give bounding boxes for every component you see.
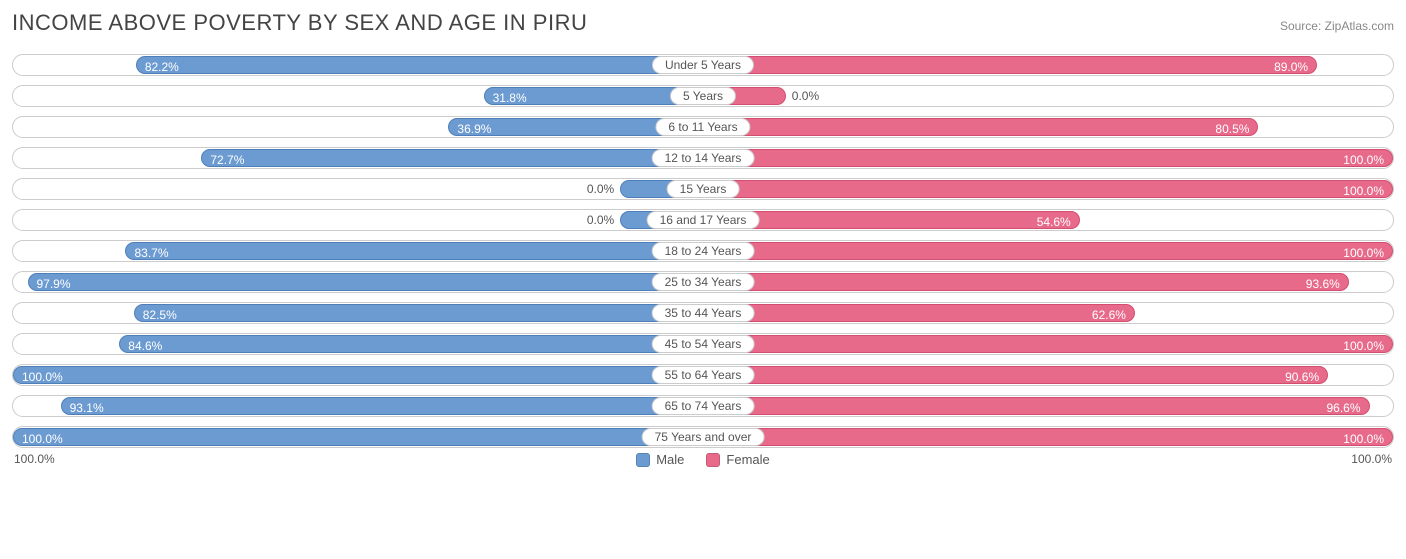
female-value: 89.0% bbox=[1274, 57, 1308, 77]
legend-label: Female bbox=[726, 452, 769, 467]
male-value: 0.0% bbox=[587, 179, 614, 199]
header: INCOME ABOVE POVERTY BY SEX AND AGE IN P… bbox=[12, 10, 1394, 36]
female-bar: 89.0% bbox=[703, 56, 1317, 74]
chart-row: 97.9% 93.6% 25 to 34 Years bbox=[12, 271, 1394, 293]
male-bar: 97.9% bbox=[28, 273, 704, 291]
category-label: 45 to 54 Years bbox=[652, 335, 755, 353]
female-bar: 100.0% bbox=[703, 180, 1393, 198]
chart-row: 83.7% 100.0% 18 to 24 Years bbox=[12, 240, 1394, 262]
female-bar: 93.6% bbox=[703, 273, 1349, 291]
female-bar: 96.6% bbox=[703, 397, 1370, 415]
female-value: 93.6% bbox=[1306, 274, 1340, 294]
female-value: 100.0% bbox=[1343, 181, 1384, 201]
male-bar: 93.1% bbox=[61, 397, 703, 415]
male-value: 36.9% bbox=[457, 119, 491, 139]
female-value: 100.0% bbox=[1343, 336, 1384, 356]
female-value: 0.0% bbox=[792, 86, 819, 106]
male-bar: 84.6% bbox=[119, 335, 703, 353]
category-label: 75 Years and over bbox=[642, 428, 765, 446]
chart-footer: 100.0% 100.0% MaleFemale bbox=[12, 448, 1394, 470]
male-value: 31.8% bbox=[493, 88, 527, 108]
female-value: 90.6% bbox=[1285, 367, 1319, 387]
chart-container: INCOME ABOVE POVERTY BY SEX AND AGE IN P… bbox=[0, 0, 1406, 478]
category-label: 18 to 24 Years bbox=[652, 242, 755, 260]
chart-row: 72.7% 100.0% 12 to 14 Years bbox=[12, 147, 1394, 169]
legend: Male Female bbox=[12, 452, 1394, 467]
male-bar: 83.7% bbox=[125, 242, 703, 260]
category-label: 25 to 34 Years bbox=[652, 273, 755, 291]
chart-row: 93.1% 96.6% 65 to 74 Years bbox=[12, 395, 1394, 417]
category-label: 12 to 14 Years bbox=[652, 149, 755, 167]
female-value: 54.6% bbox=[1037, 212, 1071, 232]
chart-row: 36.9% 80.5% 6 to 11 Years bbox=[12, 116, 1394, 138]
chart-row: 0.0% 54.6% 16 and 17 Years bbox=[12, 209, 1394, 231]
category-label: 5 Years bbox=[670, 87, 736, 105]
chart-title: INCOME ABOVE POVERTY BY SEX AND AGE IN P… bbox=[12, 10, 587, 36]
male-bar: 100.0% bbox=[13, 366, 703, 384]
female-bar: 100.0% bbox=[703, 242, 1393, 260]
chart-row: 82.5% 62.6% 35 to 44 Years bbox=[12, 302, 1394, 324]
category-label: 16 and 17 Years bbox=[647, 211, 760, 229]
male-bar: 82.5% bbox=[134, 304, 703, 322]
male-value: 100.0% bbox=[22, 429, 63, 449]
legend-item: Male bbox=[636, 452, 684, 467]
male-value: 100.0% bbox=[22, 367, 63, 387]
female-value: 100.0% bbox=[1343, 429, 1384, 449]
male-value: 82.5% bbox=[143, 305, 177, 325]
male-bar: 100.0% bbox=[13, 428, 703, 446]
category-label: Under 5 Years bbox=[652, 56, 754, 74]
category-label: 65 to 74 Years bbox=[652, 397, 755, 415]
male-value: 93.1% bbox=[70, 398, 104, 418]
female-bar: 80.5% bbox=[703, 118, 1258, 136]
male-value: 84.6% bbox=[128, 336, 162, 356]
male-bar: 82.2% bbox=[136, 56, 703, 74]
legend-swatch bbox=[636, 453, 650, 467]
male-bar: 72.7% bbox=[201, 149, 703, 167]
male-value: 97.9% bbox=[37, 274, 71, 294]
male-value: 83.7% bbox=[134, 243, 168, 263]
female-bar: 90.6% bbox=[703, 366, 1328, 384]
source-attribution: Source: ZipAtlas.com bbox=[1280, 19, 1394, 33]
chart-rows: 82.2%89.0%Under 5 Years31.8%0.0%5 Years3… bbox=[12, 54, 1394, 448]
male-value: 72.7% bbox=[210, 150, 244, 170]
category-label: 6 to 11 Years bbox=[655, 118, 750, 136]
female-bar: 100.0% bbox=[703, 149, 1393, 167]
male-value: 0.0% bbox=[587, 210, 614, 230]
legend-item: Female bbox=[706, 452, 769, 467]
female-value: 96.6% bbox=[1327, 398, 1361, 418]
chart-row: 31.8% 0.0% 5 Years bbox=[12, 85, 1394, 107]
male-value: 82.2% bbox=[145, 57, 179, 77]
female-bar: 100.0% bbox=[703, 428, 1393, 446]
category-label: 55 to 64 Years bbox=[652, 366, 755, 384]
category-label: 15 Years bbox=[667, 180, 740, 198]
chart-row: 100.0% 90.6% 55 to 64 Years bbox=[12, 364, 1394, 386]
chart-row: 0.0% 100.0% 15 Years bbox=[12, 178, 1394, 200]
female-value: 62.6% bbox=[1092, 305, 1126, 325]
legend-swatch bbox=[706, 453, 720, 467]
category-label: 35 to 44 Years bbox=[652, 304, 755, 322]
chart-row: 100.0% 100.0% 75 Years and over bbox=[12, 426, 1394, 448]
female-value: 80.5% bbox=[1215, 119, 1249, 139]
female-bar: 54.6% bbox=[703, 211, 1080, 229]
chart-row: 82.2% 89.0% Under 5 Years bbox=[12, 54, 1394, 76]
legend-label: Male bbox=[656, 452, 684, 467]
female-bar: 62.6% bbox=[703, 304, 1135, 322]
female-value: 100.0% bbox=[1343, 243, 1384, 263]
female-bar: 100.0% bbox=[703, 335, 1393, 353]
chart-row: 84.6% 100.0% 45 to 54 Years bbox=[12, 333, 1394, 355]
female-value: 100.0% bbox=[1343, 150, 1384, 170]
